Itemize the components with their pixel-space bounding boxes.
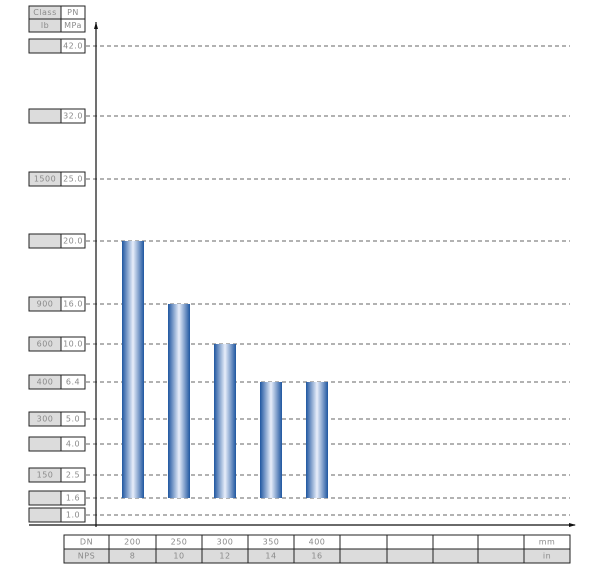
pn-tick-label: 2.5 [66,471,80,480]
class-cell [28,436,62,452]
dn-tick-label: 400 [309,538,326,547]
pn-tick-label: 4.0 [66,440,80,449]
dn-label: DN [80,538,93,547]
class-tick-label: 150 [37,471,54,480]
nps-label: NPS [78,552,95,561]
pn-tick-label: 20.0 [63,237,83,246]
class-cell [28,108,62,124]
bar-dn-350 [260,382,282,498]
pn-cell [60,507,86,523]
class-cell [28,38,62,54]
bar-dn-200 [122,241,144,498]
pn-cell [60,374,86,390]
nps-tick-label: 16 [311,552,322,561]
class-cell [28,233,62,249]
pn-cell [60,233,86,249]
pn-tick-label: 5.0 [66,415,80,424]
pn-tick-label: 16.0 [63,300,83,309]
pn-cell [60,108,86,124]
pn-cell [60,296,86,312]
pn-tick-label: 1.0 [66,511,80,520]
lb-unit-label: lb [41,21,49,30]
class-tick-label: 300 [37,415,54,424]
pn-cell [60,490,86,506]
mm-unit-label: mm [539,538,556,547]
class-tick-label: 900 [37,300,54,309]
dn-tick-label: 350 [263,538,280,547]
mpa-unit-label: MPa [64,21,82,30]
pn-tick-label: 32.0 [63,112,83,121]
nps-tick-label: 14 [265,552,276,561]
class-cell [28,507,62,523]
nps-row-bg [64,549,570,563]
pn-cell [60,38,86,54]
pn-tick-label: 10.0 [63,340,83,349]
pn-cell [60,171,86,187]
dn-tick-label: 250 [171,538,188,547]
class-tick-label: 1500 [34,175,56,184]
pn-tick-label: 1.6 [66,494,80,503]
in-unit-label: in [543,552,551,561]
dn-tick-label: 200 [124,538,141,547]
bar-dn-250 [168,304,190,498]
bar-dn-300 [214,344,236,498]
nps-tick-label: 12 [219,552,230,561]
pn-label: PN [67,8,79,17]
nps-tick-label: 10 [173,552,184,561]
pn-tick-label: 25.0 [63,175,83,184]
pn-tick-label: 42.0 [63,42,83,51]
pn-cell [60,411,86,427]
dn-tick-label: 300 [217,538,234,547]
pn-cell [60,467,86,483]
header-mpa-cell [60,18,86,33]
class-cell [28,490,62,506]
pn-cell [60,336,86,352]
bar-dn-400 [306,382,328,498]
pn-tick-label: 6.4 [66,378,80,387]
pn-cell [60,436,86,452]
x-axis-arrow-icon [569,523,576,527]
class-tick-label: 400 [37,378,54,387]
class-label: Class [33,8,57,17]
y-axis-arrow-icon [94,22,98,29]
nps-tick-label: 8 [130,552,136,561]
class-tick-label: 600 [37,340,54,349]
